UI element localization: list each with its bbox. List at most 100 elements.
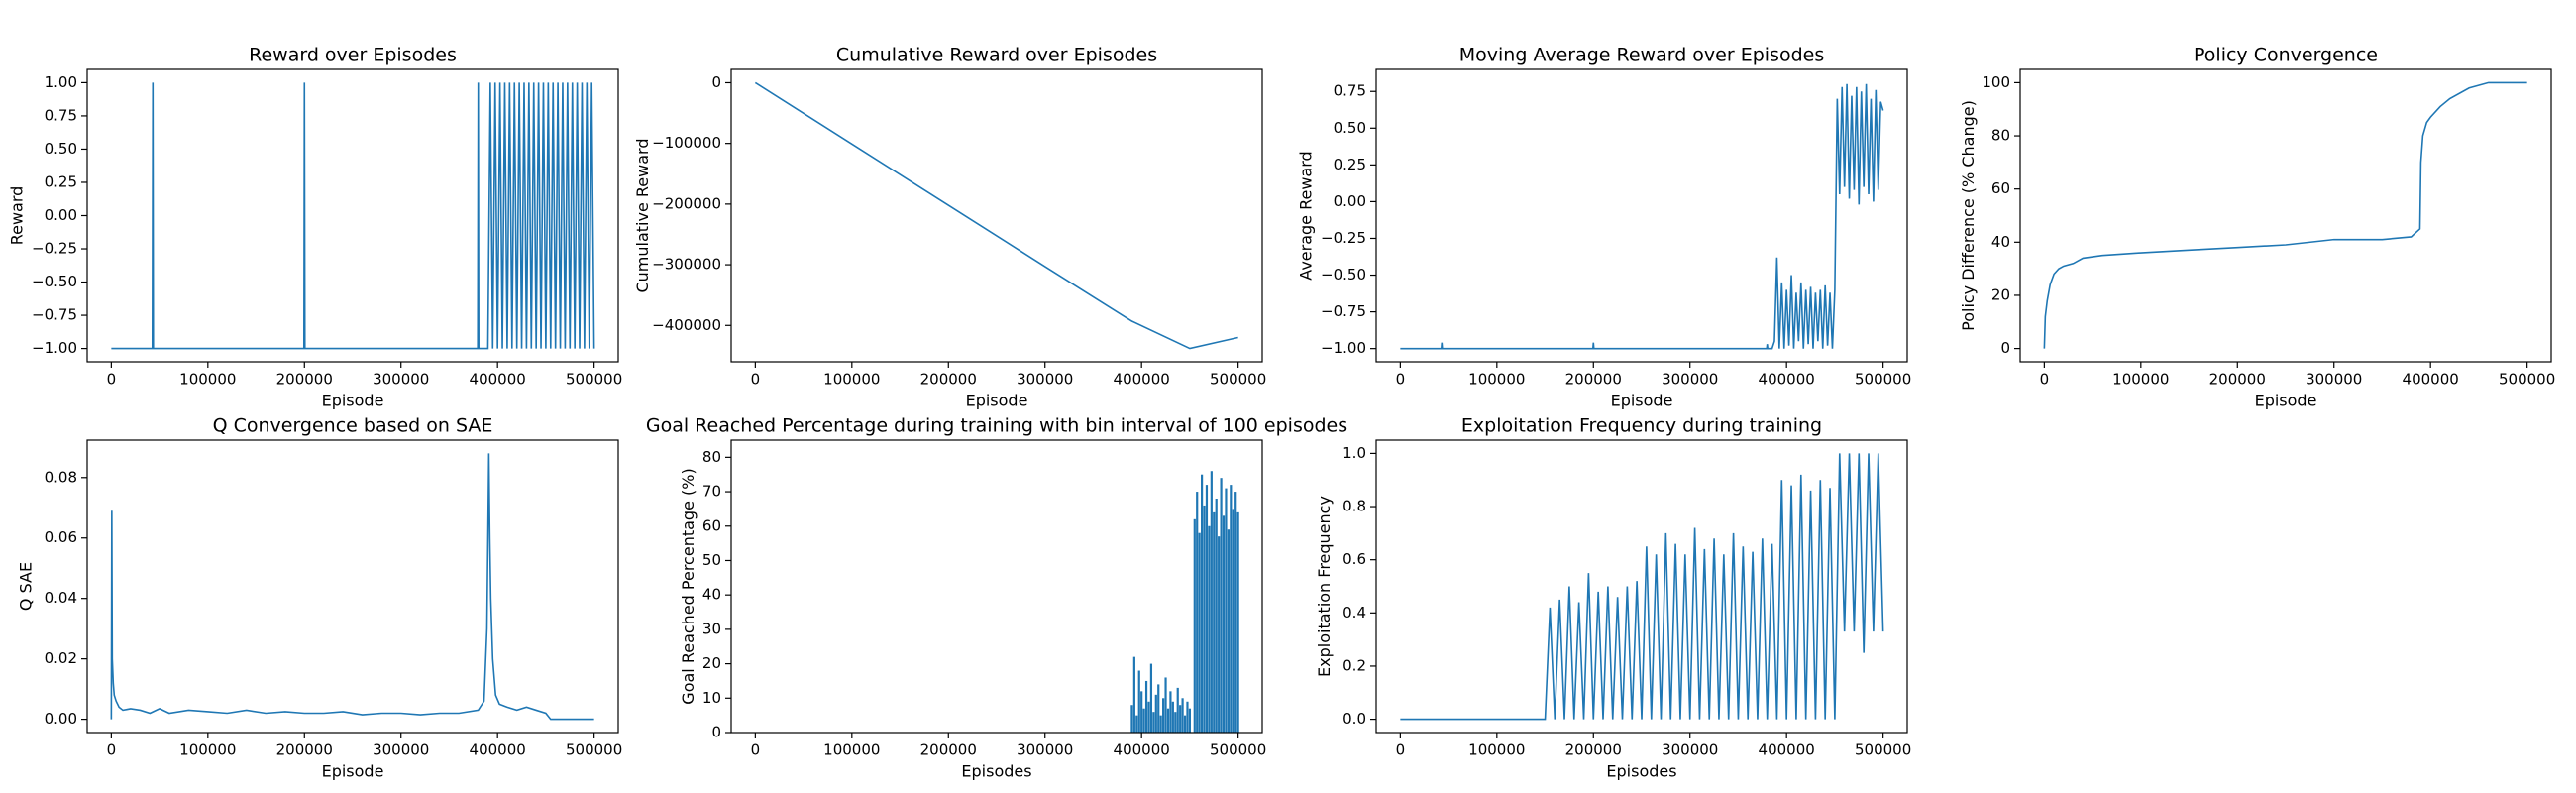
bar	[1215, 499, 1218, 733]
bar	[1208, 525, 1211, 733]
x-tick-label: 100000	[179, 741, 236, 759]
x-tick-label: 400000	[2403, 371, 2459, 389]
bar	[1196, 492, 1199, 733]
axes-frame	[2019, 68, 2552, 363]
bar	[1149, 663, 1153, 733]
x-tick-label: 0	[107, 741, 117, 759]
bar	[1164, 677, 1167, 733]
bar	[1147, 701, 1150, 733]
x-tick-label: 300000	[1662, 371, 1718, 389]
x-tick-label: 300000	[1662, 741, 1718, 759]
bar	[1193, 518, 1196, 733]
y-tick-label: 80	[1991, 127, 2010, 145]
y-tick-label: −200000	[652, 194, 721, 212]
bar	[1159, 715, 1162, 733]
y-tick-label: 0.0	[1342, 710, 1366, 728]
x-tick-label: 200000	[920, 741, 977, 759]
y-tick-label: 60	[1991, 179, 2010, 197]
axes-frame	[1375, 68, 1908, 363]
bar	[1236, 511, 1239, 733]
x-tick-label: 100000	[823, 371, 880, 389]
bar	[1227, 529, 1230, 733]
y-tick-label: 70	[702, 483, 721, 501]
chart: Q Convergence based on SAE 0 100000 200000 3…	[17, 415, 623, 781]
x-tick-label: 200000	[276, 741, 333, 759]
y-tick-label: −0.75	[32, 306, 77, 324]
y-tick-label: 1.0	[1342, 444, 1366, 462]
bar	[1157, 684, 1160, 733]
x-tick-label: 0	[1396, 371, 1406, 389]
y-tick-label: −0.50	[32, 273, 77, 290]
y-tick-label: 0	[2000, 339, 2010, 357]
x-tick-label: 400000	[1114, 741, 1170, 759]
y-tick-label: 0.08	[45, 468, 77, 486]
bar	[1203, 505, 1206, 733]
bar	[1181, 698, 1184, 733]
y-tick-label: 40	[1991, 233, 2010, 251]
chart-title: Moving Average Reward over Episodes	[1459, 45, 1824, 66]
y-tick-label: 0.75	[1334, 82, 1366, 100]
x-tick-label: 200000	[1565, 741, 1622, 759]
bar	[1144, 680, 1148, 733]
y-axis-label: Exploitation Frequency	[1315, 496, 1334, 677]
x-tick-label: 400000	[1114, 371, 1170, 389]
bar	[1176, 687, 1179, 733]
x-tick-label: 400000	[1759, 741, 1815, 759]
x-tick-label: 300000	[373, 741, 429, 759]
y-tick-label: 0.00	[45, 710, 77, 728]
chart: Goal Reached Percentage during training …	[646, 415, 1347, 781]
x-tick-label: 200000	[2209, 371, 2266, 389]
x-tick-label: 500000	[566, 371, 622, 389]
x-tick-label: 100000	[2112, 371, 2169, 389]
data-line	[1400, 83, 1884, 350]
y-tick-label: −300000	[652, 256, 721, 274]
y-axis-label: Reward	[8, 186, 27, 246]
y-tick-label: 20	[702, 654, 721, 672]
bar	[1130, 705, 1133, 733]
x-tick-label: 400000	[470, 371, 526, 389]
x-tick-label: 300000	[373, 371, 429, 389]
x-tick-label: 500000	[2499, 371, 2555, 389]
axes-frame	[730, 439, 1263, 734]
data-line	[754, 81, 1238, 350]
x-tick-label: 100000	[823, 741, 880, 759]
bar	[1220, 478, 1223, 733]
chart-title: Goal Reached Percentage during training …	[646, 415, 1347, 437]
y-tick-label: −1.00	[1321, 339, 1366, 357]
bar	[1210, 471, 1213, 733]
y-tick-label: −0.25	[1321, 229, 1366, 247]
y-tick-label: 0.2	[1342, 656, 1366, 674]
chart: Cumulative Reward over Episodes 0 100000 20…	[633, 45, 1266, 410]
y-tick-label: 0.50	[1334, 119, 1366, 137]
y-tick-label: 0.4	[1342, 604, 1366, 622]
y-tick-label: 80	[702, 448, 721, 466]
x-axis-label: Episode	[2255, 392, 2317, 410]
y-tick-label: 1.00	[45, 73, 77, 91]
bar	[1213, 511, 1216, 733]
y-tick-label: 60	[702, 516, 721, 534]
y-tick-label: 0.8	[1342, 498, 1366, 515]
bar	[1135, 715, 1138, 733]
bar	[1232, 509, 1234, 733]
chart: Moving Average Reward over Episodes 0 1000…	[1297, 45, 1912, 410]
bar	[1222, 515, 1226, 733]
x-axis-label: Episode	[1611, 392, 1673, 410]
y-tick-label: 10	[702, 689, 721, 707]
chart: Reward over Episodes 0 100000 200000 300000 4…	[8, 45, 623, 410]
chart-title: Reward over Episodes	[249, 45, 457, 66]
y-tick-label: −0.50	[1321, 266, 1366, 283]
chart-title: Q Convergence based on SAE	[213, 415, 493, 437]
y-tick-label: 0.04	[45, 589, 77, 607]
x-axis-label: Episode	[322, 392, 384, 410]
data-line	[2043, 81, 2527, 349]
chart-title: Cumulative Reward over Episodes	[836, 45, 1157, 66]
chart-title: Policy Convergence	[2194, 45, 2378, 66]
bar	[1183, 715, 1187, 733]
x-tick-label: 0	[1396, 741, 1406, 759]
x-tick-label: 0	[751, 741, 761, 759]
y-tick-label: −0.25	[32, 240, 77, 258]
x-tick-label: 400000	[470, 741, 526, 759]
x-tick-label: 500000	[1210, 371, 1266, 389]
bar	[1225, 488, 1228, 733]
